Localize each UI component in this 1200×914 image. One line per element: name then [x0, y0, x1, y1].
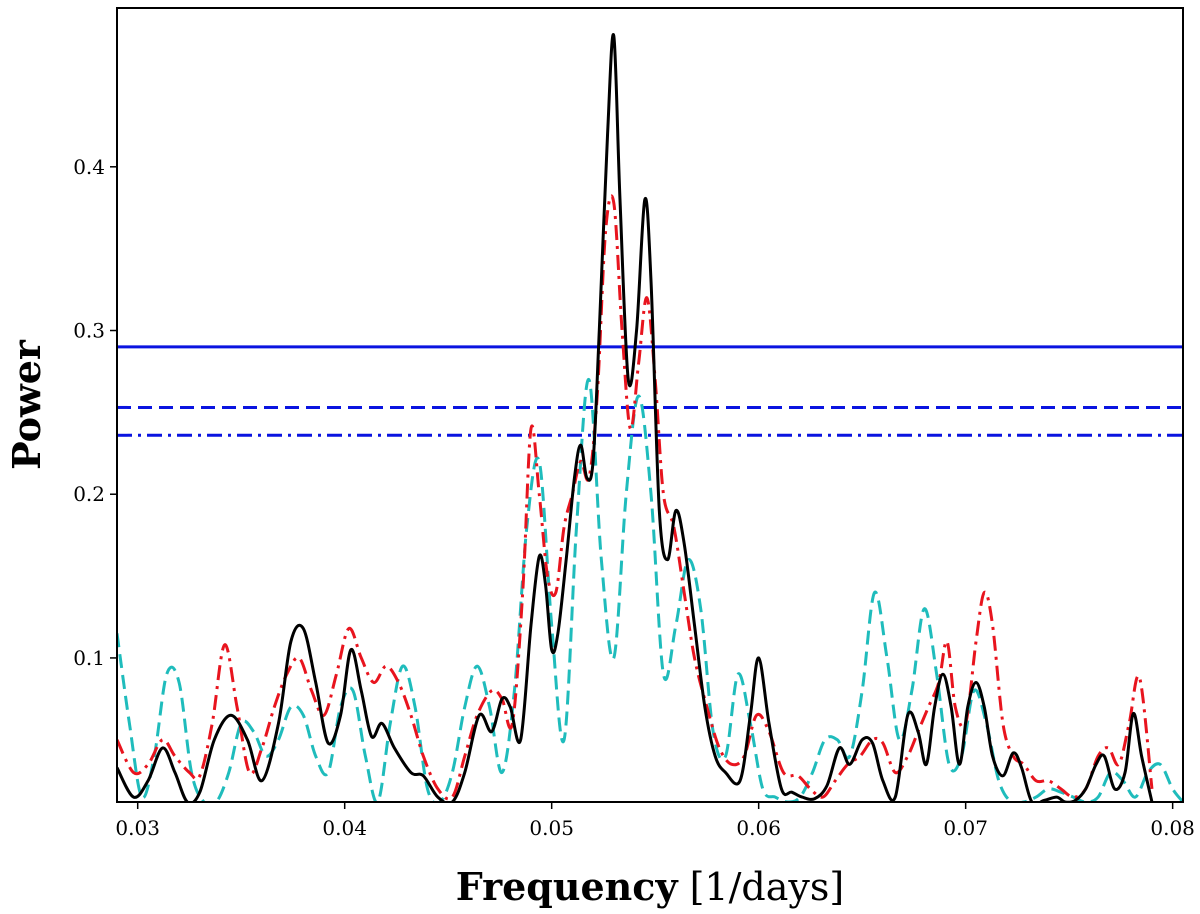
x-tick-label: 0.06 [736, 816, 781, 840]
x-axis-title-main: Frequency [456, 864, 679, 909]
y-tick-label: 0.1 [73, 646, 105, 670]
y-tick-label: 0.2 [73, 482, 105, 506]
x-axis-ticks: 0.03 0.04 0.05 0.06 0.07 0.08 [115, 802, 1195, 840]
x-axis-title-unit: [1/days] [678, 865, 845, 909]
x-tick-label: 0.07 [943, 816, 988, 840]
y-axis-ticks: 0.1 0.2 0.3 0.4 [73, 155, 117, 670]
y-tick-label: 0.3 [73, 319, 105, 343]
x-tick-label: 0.08 [1150, 816, 1195, 840]
series-periodogram-black [117, 33, 1154, 802]
series-periodogram-red [117, 194, 1154, 801]
x-axis-title: Frequency [1/days] [456, 864, 844, 909]
x-tick-label: 0.03 [115, 816, 160, 840]
series-periodogram-cyan [117, 378, 1183, 802]
x-tick-label: 0.04 [322, 816, 367, 840]
y-tick-label: 0.4 [73, 155, 105, 179]
y-axis-title: Power [4, 339, 49, 470]
series-layer [117, 33, 1183, 802]
x-tick-label: 0.05 [529, 816, 574, 840]
plot-frame [116, 7, 1184, 803]
